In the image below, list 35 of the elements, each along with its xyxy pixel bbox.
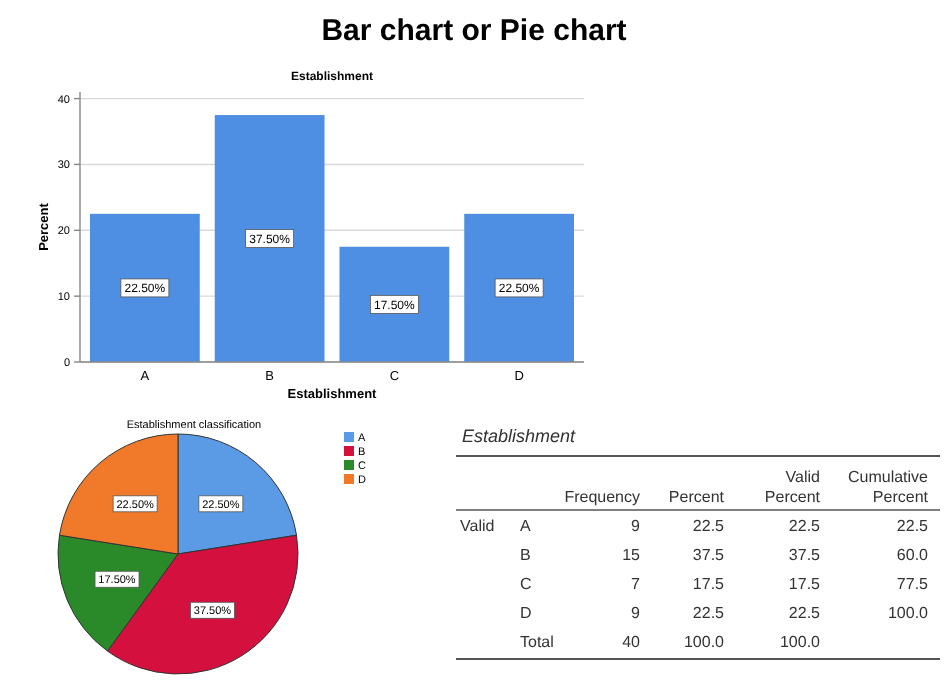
data-label: 17.5 [692,575,726,593]
bar [89,213,200,362]
data-label: 17.5 [788,575,822,593]
text: Valid Percent [764,468,822,506]
data-label: 100.0 [887,604,930,622]
data-label: 100.0 [779,633,822,651]
text: Establishment [462,426,577,446]
data-label: 60.0 [896,546,930,564]
data-label: 22.5 [896,517,930,535]
data-label: 22.5 [788,517,822,535]
data-label: 37.5 [788,546,822,564]
data-label: 22.5 [692,517,726,535]
data-label: 77.5 [896,575,930,593]
chart-title: Bar chart or Pie chart [321,14,627,48]
bar [214,115,325,362]
category-label: C [520,575,532,593]
data-label: 40 [622,633,642,651]
data-label: 15 [622,546,642,564]
text: Valid [460,517,495,535]
category-label: B [520,546,531,564]
bar [464,213,575,362]
data-label: 9 [631,604,642,622]
category-label: Total [520,633,555,651]
category-label: A [520,517,532,535]
data-label: 9 [631,517,642,535]
category-label: D [520,604,532,622]
text: Percent [668,488,726,506]
bar [339,246,450,362]
data-label: 7 [631,575,642,593]
data-label: 22.5 [692,604,726,622]
data-label: 37.5 [692,546,726,564]
data-label: 22.5 [788,604,822,622]
text: Cumulative Percent [847,468,930,506]
text: Frequency [564,488,640,506]
data-label: 100.0 [683,633,726,651]
